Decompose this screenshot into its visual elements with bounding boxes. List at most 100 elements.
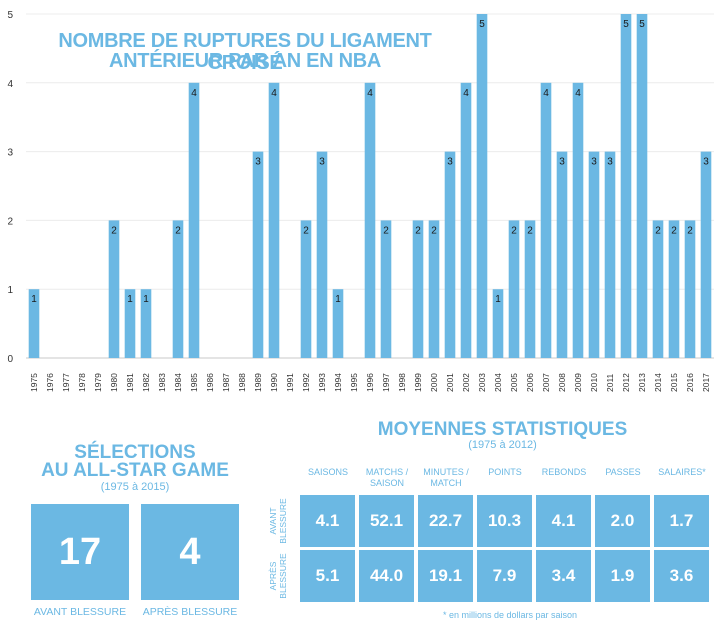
bar bbox=[508, 220, 520, 358]
x-tick-label: 1984 bbox=[173, 373, 183, 392]
bar bbox=[316, 151, 328, 358]
bar bbox=[652, 220, 664, 358]
bar bbox=[268, 82, 280, 359]
x-tick-label: 2012 bbox=[621, 373, 631, 392]
bar-value-label: 3 bbox=[591, 157, 597, 168]
allstar-after-value: 4 bbox=[141, 504, 239, 600]
stats-row-label: APRÈS BLESSURE bbox=[268, 553, 288, 599]
bar bbox=[476, 14, 488, 358]
x-tick-label: 2006 bbox=[525, 373, 535, 392]
bar-value-label: 2 bbox=[431, 225, 437, 236]
allstar-after-label: APRÈS BLESSURE bbox=[142, 606, 238, 618]
x-tick-label: 2015 bbox=[669, 373, 679, 392]
x-tick-label: 2010 bbox=[589, 373, 599, 392]
x-tick-label: 2017 bbox=[701, 373, 711, 392]
chart-title-line-2: ANTÉRIEUR PAR AN EN NBA bbox=[109, 50, 381, 72]
x-tick-label: 2007 bbox=[541, 373, 551, 392]
x-tick-label: 2004 bbox=[493, 373, 503, 392]
bar-value-label: 1 bbox=[143, 294, 149, 305]
bar bbox=[188, 82, 200, 359]
x-tick-label: 2000 bbox=[429, 373, 439, 392]
bar bbox=[668, 220, 680, 358]
x-tick-label: 2016 bbox=[685, 373, 695, 392]
x-tick-label: 1977 bbox=[61, 373, 71, 392]
bar bbox=[588, 151, 600, 358]
x-tick-label: 1986 bbox=[205, 373, 215, 392]
bar-value-label: 3 bbox=[559, 157, 565, 168]
stats-cell: 3.4 bbox=[536, 550, 591, 602]
x-tick-label: 2011 bbox=[605, 373, 615, 392]
bar-value-label: 4 bbox=[271, 88, 277, 99]
bar bbox=[636, 14, 648, 358]
allstar-title-line-1: SÉLECTIONS bbox=[74, 442, 196, 463]
x-tick-label: 2008 bbox=[557, 373, 567, 392]
bar-value-label: 4 bbox=[463, 88, 469, 99]
bar-value-label: 2 bbox=[511, 225, 517, 236]
bar bbox=[252, 151, 264, 358]
stats-cell: 2.0 bbox=[595, 495, 650, 547]
bar-value-label: 4 bbox=[575, 88, 581, 99]
stats-cell: 5.1 bbox=[300, 550, 355, 602]
bar-value-label: 2 bbox=[655, 225, 661, 236]
chart-x-axis: 1975 1976 1977 1978 1979 1980 1981 1982 1983 1984… bbox=[29, 373, 711, 392]
bar bbox=[700, 151, 712, 358]
bar-value-label: 2 bbox=[111, 225, 117, 236]
stats-subtitle: (1975 à 2012) bbox=[468, 439, 537, 451]
bar-value-label: 2 bbox=[175, 225, 181, 236]
stats-column-header: MINUTES / MATCH bbox=[423, 467, 469, 488]
bar-value-label: 3 bbox=[447, 157, 453, 168]
x-tick-label: 1979 bbox=[93, 373, 103, 392]
chart-y-axis: 0 1 2 3 4 5 bbox=[7, 10, 13, 365]
stats-row-label: AVANT BLESSURE bbox=[268, 498, 288, 544]
bar bbox=[124, 289, 136, 358]
stats-column-header: REBONDS bbox=[541, 467, 587, 477]
stats-cell: 1.7 bbox=[654, 495, 709, 547]
allstar-subtitle: (1975 à 2015) bbox=[100, 481, 170, 493]
x-tick-label: 1983 bbox=[157, 373, 167, 392]
x-tick-label: 1981 bbox=[125, 373, 135, 392]
bar bbox=[556, 151, 568, 358]
bar bbox=[524, 220, 536, 358]
x-tick-label: 1994 bbox=[333, 373, 343, 392]
bar-value-label: 5 bbox=[623, 19, 629, 30]
bar-value-label: 1 bbox=[31, 294, 37, 305]
bar-value-label: 1 bbox=[127, 294, 133, 305]
bar-value-label: 2 bbox=[671, 225, 677, 236]
chart-bars bbox=[28, 14, 712, 359]
allstar-title-line-2: AU ALL-STAR GAME bbox=[41, 460, 229, 481]
x-tick-label: 1997 bbox=[381, 373, 391, 392]
bar bbox=[572, 82, 584, 359]
bar-value-label: 4 bbox=[191, 88, 197, 99]
bar-value-label: 2 bbox=[415, 225, 421, 236]
stats-column-header: POINTS bbox=[488, 467, 522, 477]
bar-value-label: 3 bbox=[703, 157, 709, 168]
stats-cell: 19.1 bbox=[418, 550, 473, 602]
bar-value-label: 4 bbox=[367, 88, 373, 99]
bar-value-label: 3 bbox=[319, 157, 325, 168]
x-tick-label: 2014 bbox=[653, 373, 663, 392]
y-tick-label: 5 bbox=[7, 10, 13, 21]
stats-cell: 7.9 bbox=[477, 550, 532, 602]
bar-value-label: 4 bbox=[543, 88, 549, 99]
x-tick-label: 1985 bbox=[189, 373, 199, 392]
chart-title-line-1: NOMBRE DE RUPTURES DU LIGAMENT CROISÉ bbox=[58, 30, 432, 74]
bar bbox=[684, 220, 696, 358]
bar bbox=[332, 289, 344, 358]
x-tick-label: 1988 bbox=[237, 373, 247, 392]
stats-cell: 3.6 bbox=[654, 550, 709, 602]
stats-footnote: * en millions de dollars par saison bbox=[442, 610, 578, 620]
x-tick-label: 1975 bbox=[29, 373, 39, 392]
x-tick-label: 1999 bbox=[413, 373, 423, 392]
x-tick-label: 2009 bbox=[573, 373, 583, 392]
bar bbox=[492, 289, 504, 358]
x-tick-label: 2001 bbox=[445, 373, 455, 392]
x-tick-label: 1991 bbox=[285, 373, 295, 392]
allstar-before-label: AVANT BLESSURE bbox=[33, 606, 127, 618]
bar-value-label: 5 bbox=[479, 19, 485, 30]
bar-value-label: 2 bbox=[383, 225, 389, 236]
bar-value-label: 2 bbox=[527, 225, 533, 236]
x-tick-label: 1993 bbox=[317, 373, 327, 392]
bar bbox=[380, 220, 392, 358]
x-tick-label: 1992 bbox=[301, 373, 311, 392]
stats-column-header: SALAIRES* bbox=[658, 467, 706, 477]
